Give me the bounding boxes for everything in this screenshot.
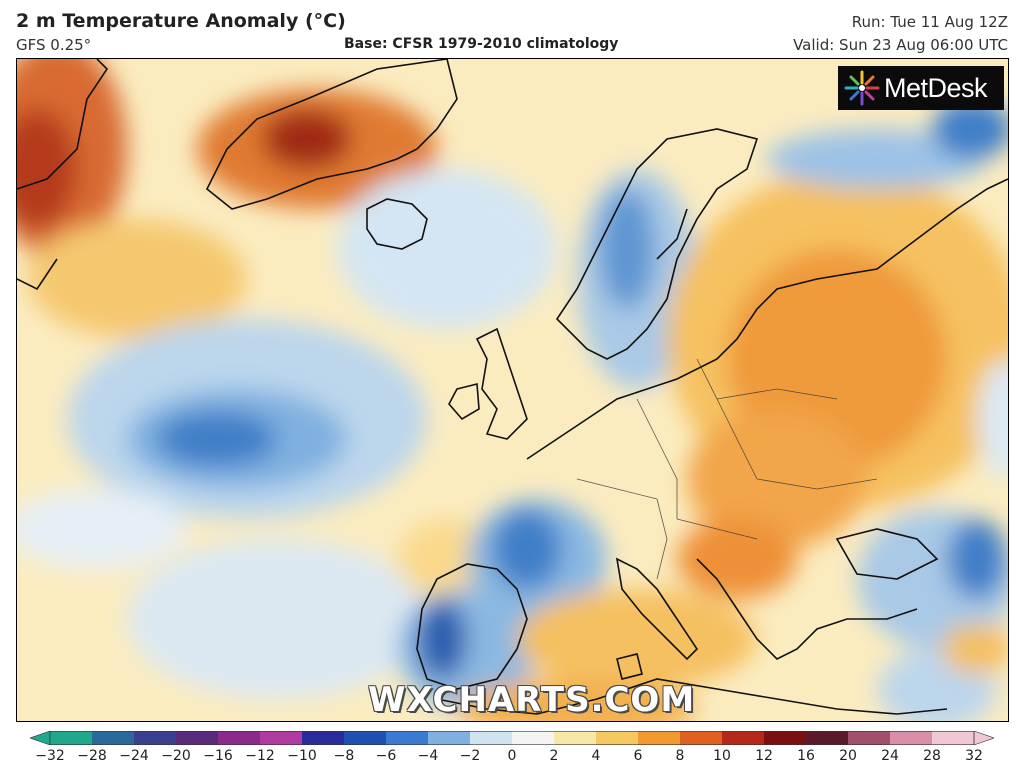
colorbar-tick-label: −6 [375, 748, 397, 764]
colorbar-segment [92, 731, 135, 745]
colorbar-segment [386, 731, 429, 745]
colorbar-tick-label: 32 [965, 748, 983, 764]
colorbar-segment [134, 731, 177, 745]
colorbar-tick-label: −4 [417, 748, 439, 764]
british-isles-coast [448, 327, 528, 440]
colorbar-segment [722, 731, 765, 745]
colorbar-tick-label: 10 [713, 748, 731, 764]
colorbar-segment [302, 731, 345, 745]
colorbar-tick-label: 2 [549, 748, 559, 764]
colorbar-tick-label: −28 [77, 748, 107, 764]
colorbar-tick-label: −16 [203, 748, 233, 764]
colorbar-tick-label: 20 [839, 748, 857, 764]
colorbar-tick-label: −24 [119, 748, 149, 764]
europe-coast [526, 178, 1008, 460]
climatology-base-label: Base: CFSR 1979-2010 climatology [344, 36, 619, 52]
colorbar-segment [218, 731, 261, 745]
colorbar-tick-label: 16 [797, 748, 815, 764]
colorbar-tick-label: −12 [245, 748, 275, 764]
iberia-coast [416, 563, 528, 690]
run-time-label: Run: Tue 11 Aug 12Z [851, 13, 1008, 31]
country-borders [576, 358, 878, 580]
colorbar-segment [50, 731, 93, 745]
colorbar-min-arrow [30, 731, 51, 745]
iceland-coast [366, 198, 428, 250]
colorbar-tick-label: −2 [459, 748, 481, 764]
colorbar-segment [596, 731, 639, 745]
colorbar-tick-label: −10 [287, 748, 317, 764]
colorbar-segment [680, 731, 723, 745]
colorbar-segment [848, 731, 891, 745]
black-sea-coast [835, 528, 939, 580]
logo-text: MetDesk [884, 72, 988, 103]
colorbar-segment [890, 731, 933, 745]
colorbar-segment [932, 731, 975, 745]
colorbar-tick-label: −20 [161, 748, 191, 764]
scandinavia-coast [555, 128, 759, 360]
colorbar-max-arrow [973, 731, 994, 745]
colorbar-tick-label: −8 [333, 748, 355, 764]
colorbar-segment [512, 731, 555, 745]
colorbar-tick-label: 12 [755, 748, 773, 764]
colorbar-tick-label: 28 [923, 748, 941, 764]
watermark: WXCHARTS.COM [368, 680, 696, 720]
colorbar-segment [638, 731, 681, 745]
colorbar-segment [554, 731, 597, 745]
colorbar-segment [260, 731, 303, 745]
metdesk-star-icon [844, 70, 880, 106]
colorbar-segment [428, 731, 471, 745]
colorbar-segment [764, 731, 807, 745]
colorbar-segment [176, 731, 219, 745]
colorbar-border [49, 731, 975, 745]
metdesk-logo: MetDesk [838, 66, 1004, 110]
greenland-coast [205, 59, 458, 210]
colorbar-tick-label: 6 [633, 748, 643, 764]
balkans-coast [696, 558, 918, 660]
colorbar-segment [470, 731, 513, 745]
model-label: GFS 0.25° [16, 36, 92, 54]
map-canvas [17, 59, 1008, 721]
colorbar-tick-label: −32 [35, 748, 65, 764]
coastlines [17, 59, 1008, 715]
colorbar-tick-label: 8 [675, 748, 685, 764]
colorbar-tick-label: 24 [881, 748, 899, 764]
chart-title: 2 m Temperature Anomaly (°C) [16, 10, 346, 32]
colorbar-tick-label: 4 [591, 748, 601, 764]
valid-time-label: Valid: Sun 23 Aug 06:00 UTC [793, 36, 1008, 54]
colorbar-segment [806, 731, 849, 745]
colorbar [30, 731, 994, 745]
colorbar-segment [344, 731, 387, 745]
north-africa-coast [436, 678, 948, 715]
italy-coast [615, 557, 699, 680]
colorbar-tick-label: 0 [507, 748, 517, 764]
anomaly-map [16, 58, 1009, 722]
canada-coast [17, 59, 109, 291]
anomaly-fields [17, 59, 1008, 721]
colorbar-ticks: −32 −28 −24 −20 −16 −12 −10 −8 −6 −4 −2 0 2 4 6 8 10 12 16… [0, 748, 1024, 770]
